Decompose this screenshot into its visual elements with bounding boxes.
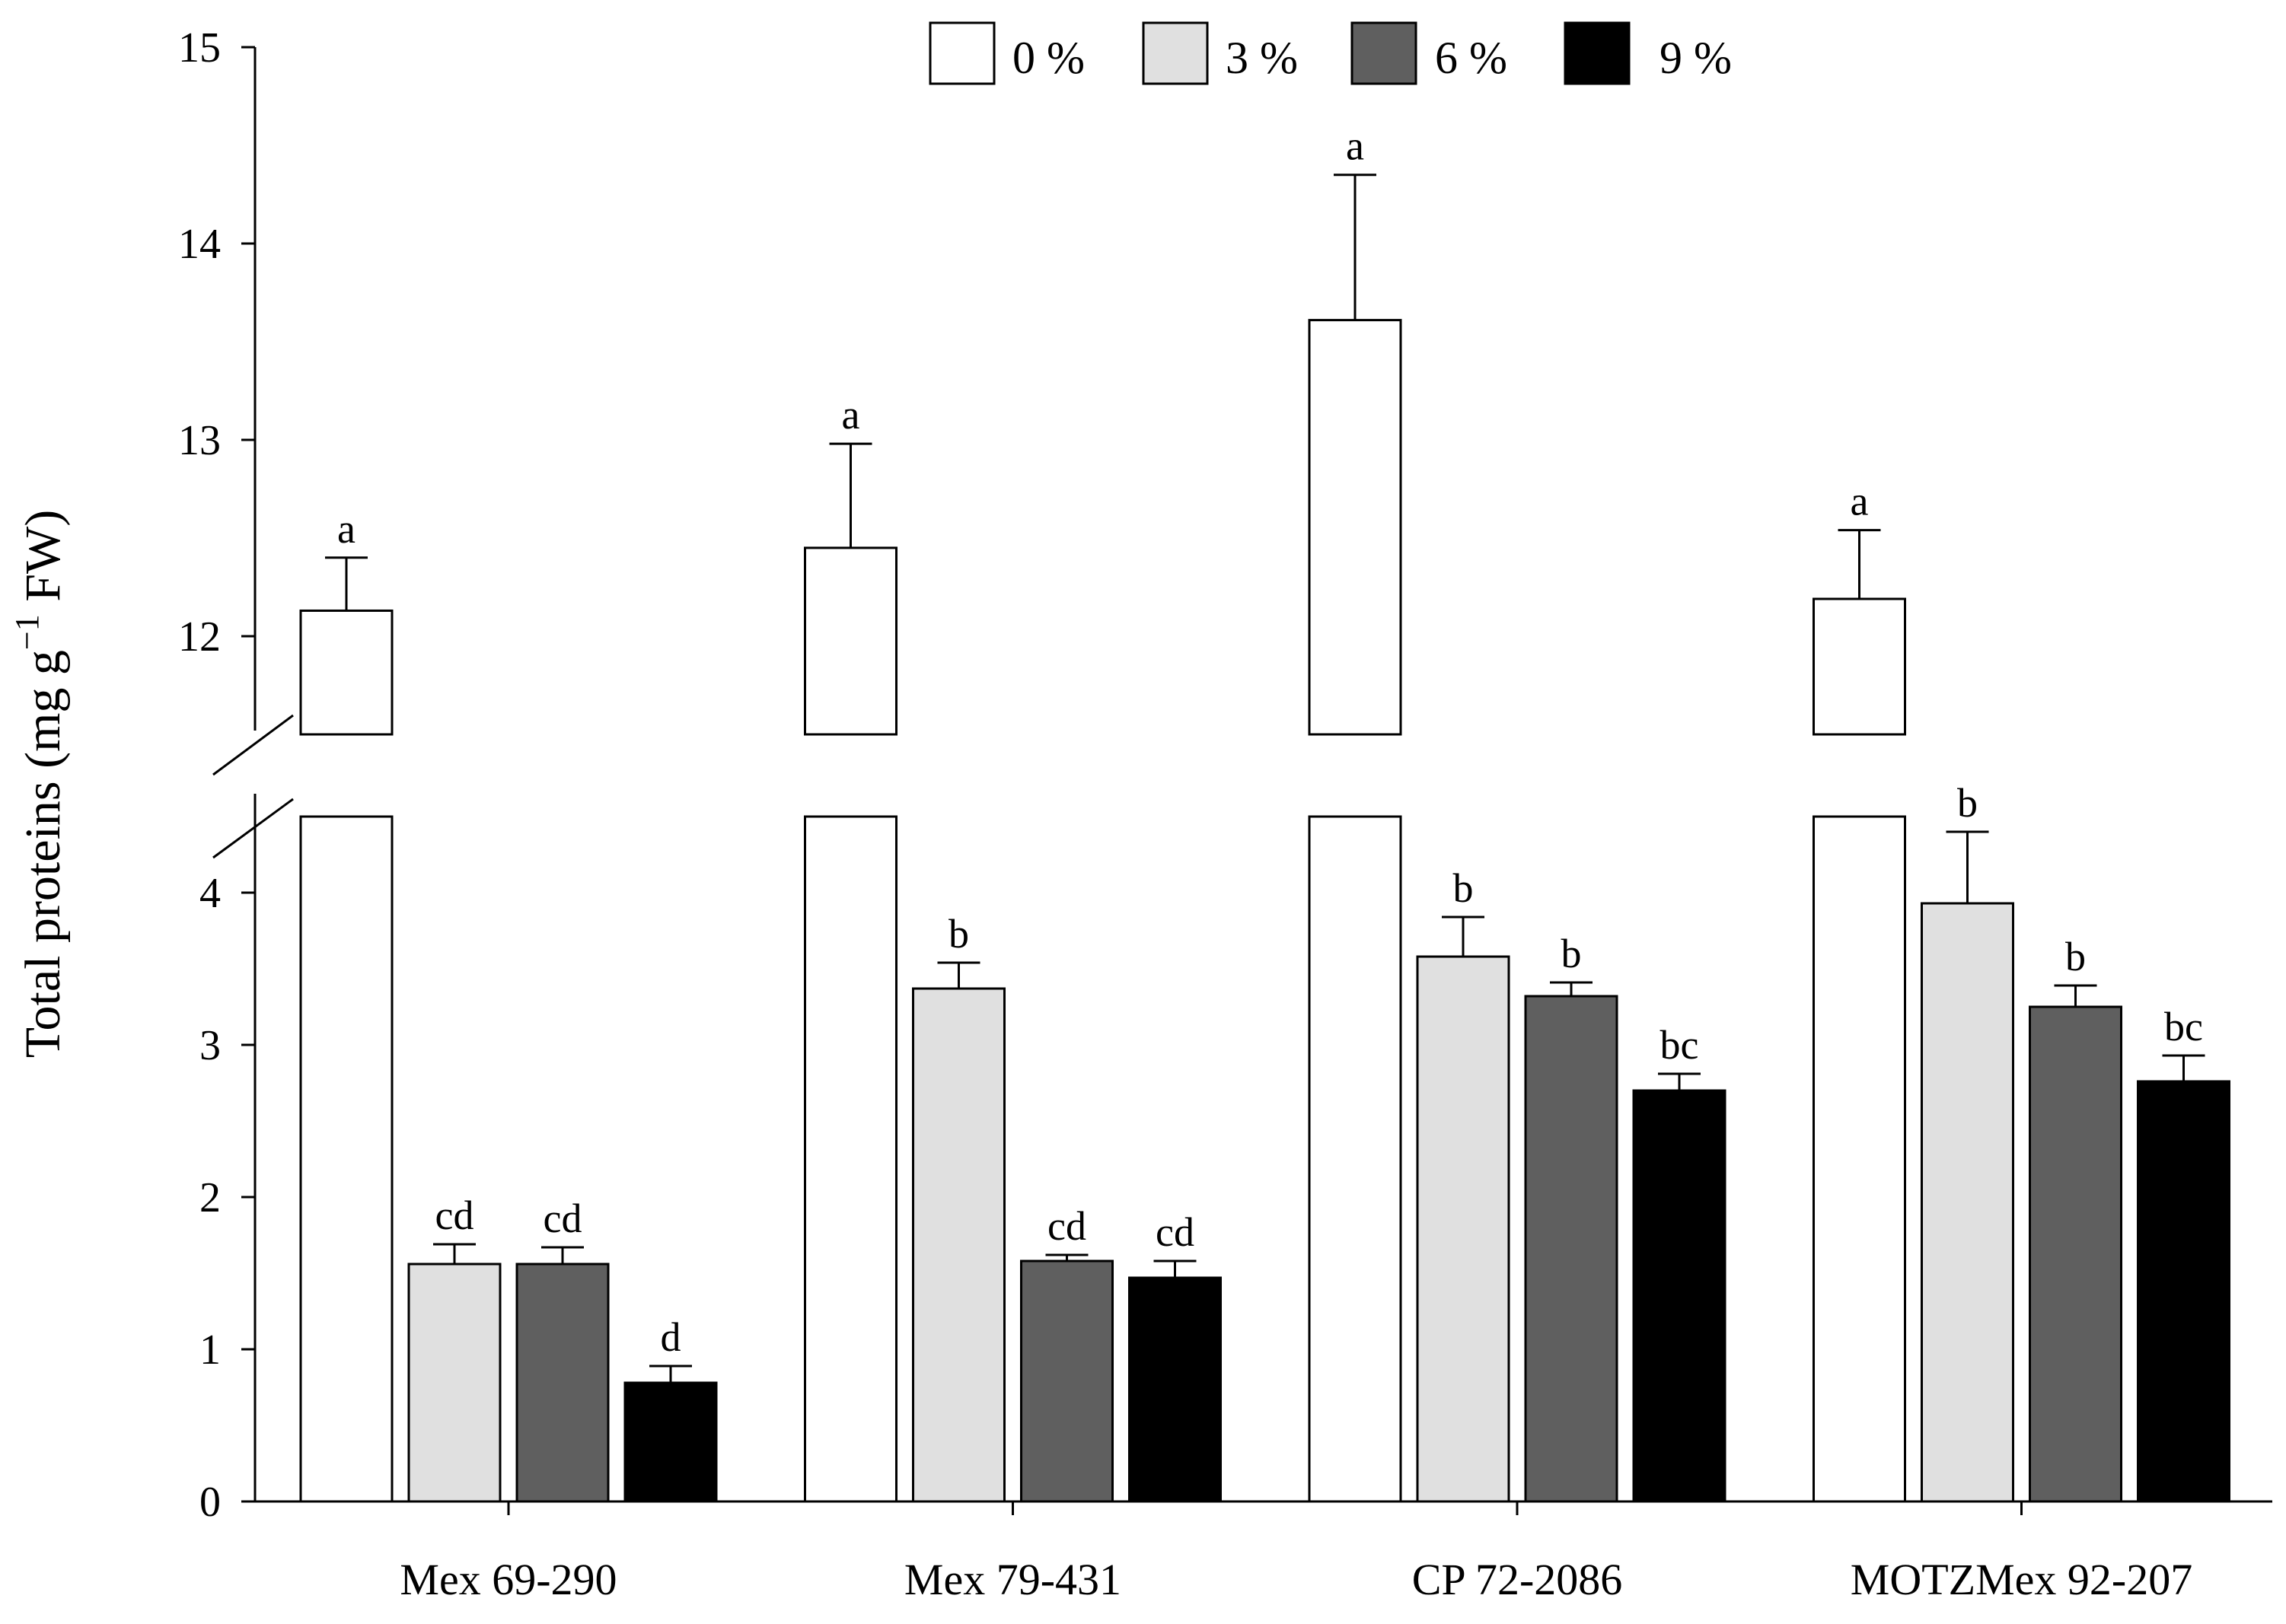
significance-label: a bbox=[842, 392, 860, 438]
y-tick-label: 0 bbox=[199, 1479, 221, 1526]
significance-label: b bbox=[1957, 780, 1978, 826]
bar bbox=[1020, 1259, 1114, 1503]
y-tick-label: 15 bbox=[178, 24, 221, 72]
y-axis-title-superscript: −1 bbox=[8, 614, 46, 650]
significance-label: b bbox=[949, 911, 969, 957]
bar-upper-segment bbox=[1308, 319, 1402, 736]
axis-break-mark-upper bbox=[212, 714, 294, 776]
bar bbox=[1416, 955, 1510, 1503]
bar-upper-segment bbox=[804, 546, 898, 736]
bar bbox=[515, 1263, 610, 1503]
y-tick-label: 13 bbox=[178, 417, 221, 464]
bar bbox=[1921, 902, 2014, 1503]
x-tick-label: Mex 79-431 bbox=[904, 1555, 1121, 1604]
legend-label: 3 % bbox=[1226, 33, 1298, 83]
legend-label: 0 % bbox=[1012, 33, 1085, 83]
legend-swatch bbox=[1142, 21, 1209, 85]
bar bbox=[1308, 815, 1402, 1503]
legend-label: 9 % bbox=[1660, 33, 1732, 83]
y-tick-label: 1 bbox=[199, 1326, 221, 1374]
x-tick-label: MOTZMex 92-207 bbox=[1851, 1555, 2192, 1604]
significance-label: a bbox=[337, 506, 355, 552]
bar bbox=[299, 815, 394, 1503]
y-axis-title-main: Total proteins (mg g bbox=[15, 650, 71, 1058]
y-tick-label: 2 bbox=[199, 1174, 221, 1221]
bar bbox=[1813, 815, 1906, 1503]
x-tick-label: CP 72-2086 bbox=[1412, 1555, 1623, 1604]
y-axis-title-suffix: FW) bbox=[15, 510, 71, 614]
bars-group: a cd cd d a b cd cd a b b bc a b b bc bbox=[299, 123, 2230, 1503]
y-tick-label: 14 bbox=[178, 221, 221, 268]
y-tick-label: 3 bbox=[199, 1022, 221, 1069]
bar bbox=[1128, 1276, 1222, 1503]
bar bbox=[2137, 1080, 2230, 1503]
legend: 0 % 3 % 6 % 9 % bbox=[929, 21, 1732, 85]
bar bbox=[804, 815, 898, 1503]
bar-upper-segment bbox=[299, 609, 394, 736]
significance-label: d bbox=[661, 1314, 681, 1360]
significance-label: cd bbox=[1047, 1203, 1086, 1249]
bar bbox=[1524, 995, 1618, 1503]
y-tick-label: 12 bbox=[178, 613, 221, 661]
significance-label: b bbox=[1453, 865, 1474, 911]
bar-upper-segment bbox=[1813, 597, 1906, 736]
axis-break-mark-lower bbox=[212, 798, 294, 859]
significance-label: a bbox=[1851, 479, 1869, 524]
legend-label: 6 % bbox=[1435, 33, 1507, 83]
legend-swatch bbox=[1564, 21, 1631, 85]
significance-label: bc bbox=[1660, 1022, 1699, 1068]
bar bbox=[623, 1381, 718, 1503]
y-axis-title: Total proteins (mg g−1 FW) bbox=[8, 510, 71, 1058]
x-tick-label: Mex 69-290 bbox=[400, 1555, 617, 1604]
significance-label: bc bbox=[2164, 1004, 2203, 1049]
bar bbox=[912, 987, 1006, 1503]
significance-label: cd bbox=[544, 1196, 582, 1241]
bar bbox=[1632, 1089, 1726, 1503]
bar bbox=[2029, 1005, 2122, 1503]
significance-label: cd bbox=[1156, 1209, 1194, 1255]
y-tick-label: 4 bbox=[199, 870, 221, 917]
legend-swatch bbox=[929, 21, 996, 85]
significance-label: cd bbox=[435, 1193, 474, 1238]
significance-label: b bbox=[2065, 934, 2086, 979]
legend-swatch bbox=[1350, 21, 1417, 85]
bar bbox=[407, 1263, 502, 1503]
significance-label: b bbox=[1561, 931, 1582, 976]
significance-label: a bbox=[1346, 123, 1364, 169]
